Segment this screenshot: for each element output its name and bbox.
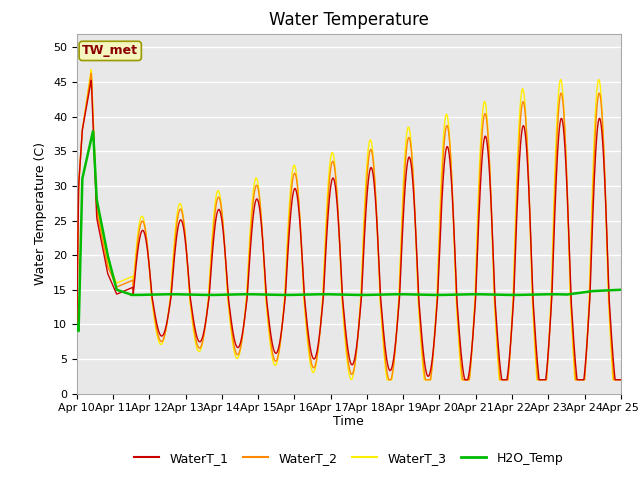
Text: TW_met: TW_met [82,44,138,58]
Title: Water Temperature: Water Temperature [269,11,429,29]
X-axis label: Time: Time [333,415,364,428]
Y-axis label: Water Temperature (C): Water Temperature (C) [35,142,47,285]
Legend: WaterT_1, WaterT_2, WaterT_3, H2O_Temp: WaterT_1, WaterT_2, WaterT_3, H2O_Temp [129,447,568,469]
